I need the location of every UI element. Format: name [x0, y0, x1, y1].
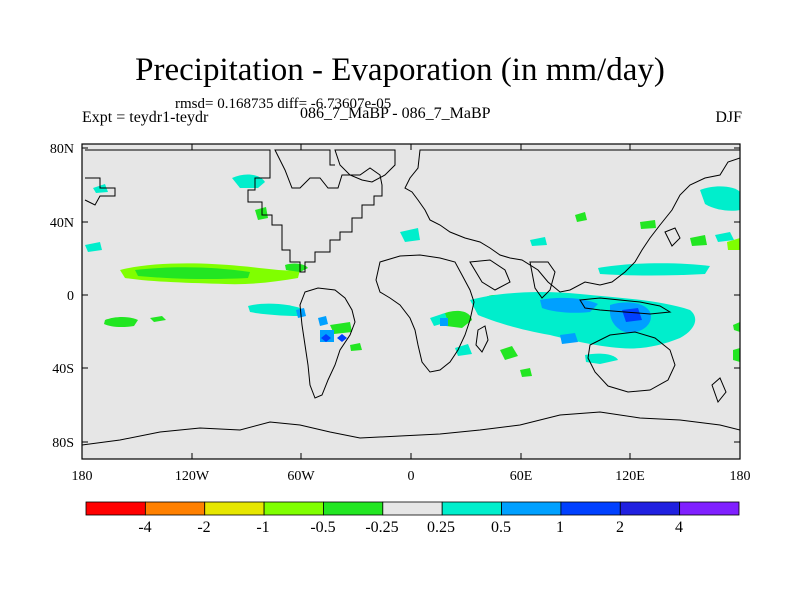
coastline-north-america — [85, 149, 383, 273]
colorbar-box — [204, 501, 265, 516]
x-tick-180e: 180 — [730, 469, 751, 484]
coastline-africa — [375, 254, 475, 373]
x-tick-120e: 120E — [615, 469, 645, 484]
contour-blue-southam — [318, 316, 328, 326]
season-label: DJF — [715, 109, 742, 126]
contour-green-far-east — [733, 348, 740, 362]
contour-green-east — [575, 212, 587, 222]
contour-green-far-east-2 — [727, 238, 740, 250]
colorbar-box — [323, 501, 384, 516]
x-tick-60w: 60W — [287, 469, 315, 484]
contour-cyan-atlantic — [400, 228, 420, 242]
y-tick-40n: 40N — [50, 216, 74, 231]
contour-green-indian-s — [500, 346, 518, 360]
colorbar-box — [263, 501, 324, 516]
coastline-alaska — [84, 177, 116, 206]
contour-green-south-pacific — [104, 317, 138, 328]
coastlines — [82, 149, 740, 446]
contour-green-pacific-core — [135, 267, 250, 280]
contour-green-nw-pac — [690, 235, 707, 246]
contour-cyan-central-pac — [85, 242, 102, 252]
contour-blue-maritime-core — [622, 308, 642, 322]
coastline-indonesia — [579, 297, 672, 315]
contour-green-far-east-3 — [733, 322, 740, 332]
colorbar-box — [501, 501, 562, 516]
coastline-greenland — [334, 149, 396, 183]
colorbar-label: -0.5 — [310, 519, 335, 536]
contour-green-s-pacific-2 — [150, 316, 166, 322]
contour-blue-brazil-core-2 — [337, 334, 347, 342]
coastline-australia — [587, 331, 676, 393]
colorbar-label: -1 — [256, 519, 269, 536]
contour-blue-indian-core — [540, 297, 598, 313]
contour-green-south-atlantic — [350, 343, 362, 351]
contour-cyan-east-asia — [715, 232, 734, 242]
experiment-label: Expt = teydr1-teydr — [82, 109, 209, 126]
colorbar-labels: -4 -2 -1 -0.5 -0.25 0.25 0.5 1 2 4 — [138, 519, 683, 536]
coastline-madagascar — [475, 325, 489, 353]
colorbar-label: 0.25 — [427, 519, 455, 536]
coastline-arabia — [469, 259, 511, 291]
colorbar-label: 2 — [616, 519, 624, 536]
colorbar-box — [679, 501, 740, 516]
x-tick-120w: 120W — [175, 469, 210, 484]
contour-fill-layer — [85, 174, 740, 377]
case-names: 086_7_MaBP - 086_7_MaBP — [300, 105, 491, 122]
coastline-india — [529, 261, 556, 299]
colorbar-box — [441, 501, 502, 516]
contour-green-indian-s2 — [520, 368, 532, 377]
colorbar-label: 1 — [556, 519, 564, 536]
coastline-new-zealand — [711, 377, 727, 404]
y-tick-40s: 40S — [52, 362, 74, 377]
contour-cyan-indian-se — [585, 353, 618, 364]
plot-title: Precipitation - Evaporation (in mm/day) — [135, 52, 665, 88]
colorbar-label: -4 — [138, 519, 151, 536]
y-tick-0: 0 — [67, 289, 74, 304]
contour-cyan-central-asia — [530, 237, 547, 246]
contour-blue-brazil-core-1 — [321, 334, 331, 342]
coastline-south-america — [299, 287, 356, 399]
axis-ticks — [81, 144, 741, 459]
colorbar-box — [144, 501, 206, 516]
contour-green-southam — [330, 322, 352, 334]
x-tick-180w: 180 — [72, 469, 93, 484]
contour-green-pacific-east — [285, 263, 308, 272]
contour-blue-indian-s — [560, 333, 578, 344]
contour-green-west-pac — [640, 220, 656, 229]
contour-blue-africa — [440, 318, 448, 326]
coastline-europe-asia — [404, 149, 740, 293]
coastline-japan — [664, 227, 681, 247]
colorbar-box — [382, 501, 443, 516]
colorbar-label: 0.5 — [491, 519, 511, 536]
x-tick-60e: 60E — [510, 469, 533, 484]
colorbar — [85, 501, 740, 516]
x-tick-0: 0 — [408, 469, 415, 484]
colorbar-label: -2 — [197, 519, 210, 536]
colorbar-box — [619, 501, 681, 516]
contour-cyan-nw-pacific — [700, 186, 740, 211]
colorbar-box — [85, 501, 146, 516]
contour-cyan-itcz-s — [248, 303, 305, 316]
y-tick-80n: 80N — [50, 142, 74, 157]
y-tick-80s: 80S — [52, 436, 74, 451]
coastline-antarctica — [82, 411, 740, 446]
colorbar-label: 4 — [675, 519, 683, 536]
contour-cyan-w-pacific — [598, 263, 710, 276]
x-axis-labels: 180 120W 60W 0 60E 120E 180 — [72, 469, 751, 484]
rmsd-diff-stats: rmsd= 0.168735 diff= -6.73607e-05 — [175, 96, 392, 112]
y-axis-labels: 80N 40N 0 40S 80S — [50, 142, 74, 451]
colorbar-label: -0.25 — [365, 519, 398, 536]
colorbar-box — [560, 501, 621, 516]
